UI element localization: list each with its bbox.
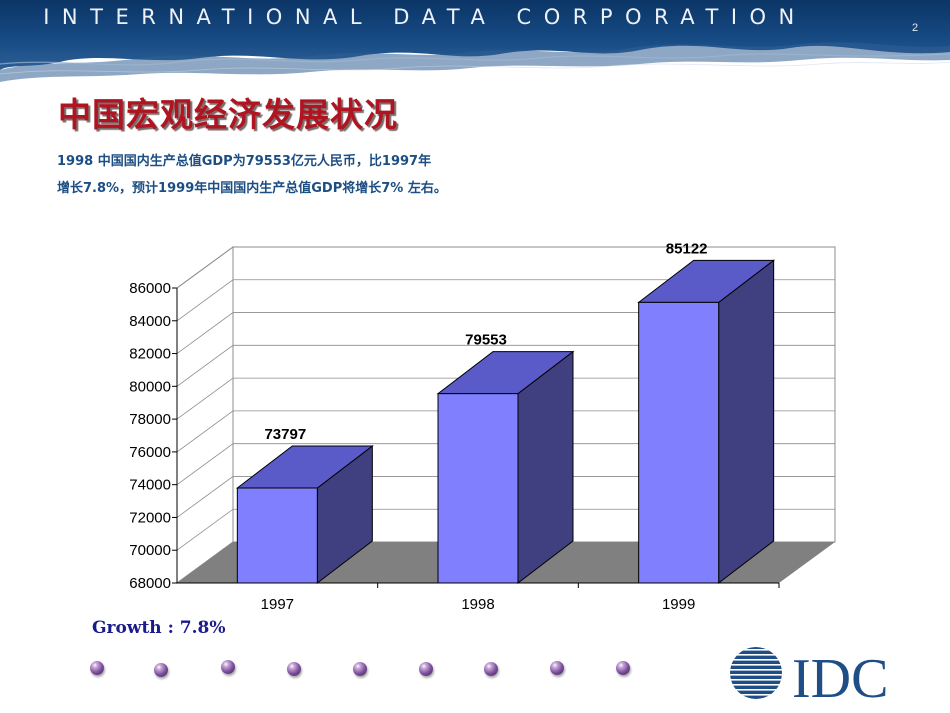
gridline xyxy=(176,476,835,518)
x-axis-tick-labels: 1997 1998 1999 xyxy=(261,583,780,613)
y-tick-label: 86000 xyxy=(129,280,171,297)
globe-stripe xyxy=(730,664,782,666)
banner-title: INTERNATIONAL DATA CORPORATION xyxy=(43,5,807,29)
decorative-dot xyxy=(221,660,235,674)
globe-stripe xyxy=(730,669,782,671)
y-tick-label: 70000 xyxy=(129,542,171,559)
y-axis-tick-labels: 68000 70000 72000 74000 76000 78000 80000 82000… xyxy=(129,280,171,592)
header-banner: INTERNATIONAL DATA CORPORATION 2 xyxy=(0,0,950,82)
bar-front xyxy=(638,301,720,584)
logo-text: IDC xyxy=(792,648,888,703)
y-tick-label: 82000 xyxy=(129,346,171,363)
decorative-dots xyxy=(0,650,700,690)
y-tick-label: 72000 xyxy=(129,509,171,526)
decorative-dot xyxy=(287,662,301,676)
y-tick-label: 74000 xyxy=(129,477,171,494)
bar-1997 xyxy=(235,444,374,585)
y-tick-label: 80000 xyxy=(129,378,171,395)
gridline xyxy=(176,508,835,551)
decorative-dot xyxy=(90,661,104,675)
gridline xyxy=(176,312,835,354)
slide-title: 中国宏观经济发展状况 xyxy=(58,95,398,134)
chart-axes xyxy=(172,287,779,584)
gridline xyxy=(176,443,835,485)
gridline xyxy=(176,344,835,387)
subtitle-line-2: 增长7.8%，预计1999年中国国内生产总值GDP将增长7% 左右。 xyxy=(57,181,447,196)
idc-logo: IDC xyxy=(728,647,888,703)
bar-value-label: 73797 xyxy=(264,426,306,443)
bar-value-label: 85122 xyxy=(666,240,708,257)
bar-value-label: 79553 xyxy=(465,332,507,349)
decorative-dot xyxy=(419,662,433,676)
gridline xyxy=(176,410,835,453)
bar-front xyxy=(236,487,318,584)
growth-note: Growth : 7.8% xyxy=(92,618,226,638)
globe-stripe xyxy=(730,689,782,691)
chart-side-wall xyxy=(176,246,234,584)
gridline xyxy=(176,246,835,289)
gridline xyxy=(176,377,835,420)
globe-stripe xyxy=(730,654,782,656)
page-number: 2 xyxy=(911,22,919,34)
globe-stripe xyxy=(730,649,782,651)
globe-stripe xyxy=(730,679,782,681)
globe-stripe xyxy=(730,694,782,696)
globe-icon xyxy=(728,647,784,701)
decorative-dot xyxy=(154,663,168,677)
globe-stripe xyxy=(730,659,782,661)
globe-stripe xyxy=(730,674,782,676)
bar-1999 xyxy=(637,259,776,585)
chart-bars xyxy=(235,259,776,585)
decorative-dot xyxy=(616,661,630,675)
x-tick-label: 1999 xyxy=(662,596,695,613)
y-tick-label: 84000 xyxy=(129,313,171,330)
gridline xyxy=(176,279,835,322)
decorative-dot xyxy=(550,661,564,675)
globe-stripe xyxy=(728,699,784,701)
bar-side xyxy=(718,259,775,585)
y-tick-label: 78000 xyxy=(129,411,171,428)
subtitle-line-1: 1998 中国国内生产总值GDP为79553亿元人民币，比1997年 xyxy=(57,154,432,169)
globe-stripe xyxy=(730,684,782,686)
y-tick-label: 76000 xyxy=(129,444,171,461)
x-tick-label: 1998 xyxy=(461,596,494,613)
bar-value-labels: 73797 79553 85122 xyxy=(264,240,707,443)
y-tick-label: 68000 xyxy=(129,575,171,592)
decorative-dot xyxy=(353,662,367,676)
decorative-dot xyxy=(484,662,498,676)
bar-front xyxy=(437,393,519,584)
x-tick-label: 1997 xyxy=(261,596,294,613)
bar-1998 xyxy=(436,350,575,585)
banner-background xyxy=(0,0,950,82)
